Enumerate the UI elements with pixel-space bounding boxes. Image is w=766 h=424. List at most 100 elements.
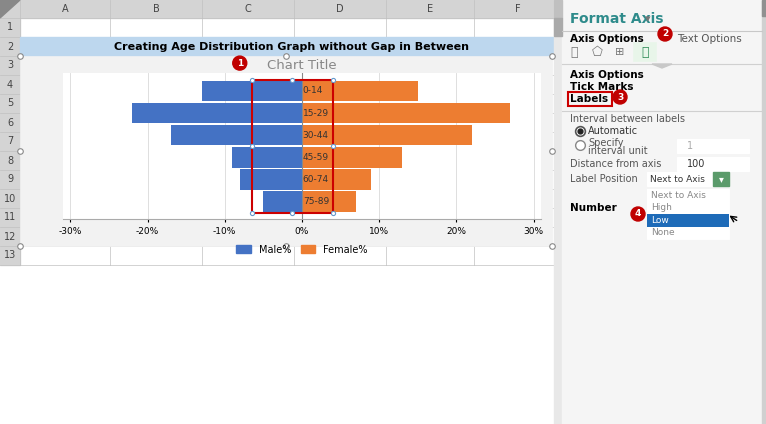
Text: 5: 5 [7, 98, 13, 109]
Text: 75-89: 75-89 [303, 197, 329, 206]
Circle shape [658, 27, 672, 41]
Text: 8: 8 [7, 156, 13, 165]
Bar [302, 192, 356, 212]
Bar [762, 0, 766, 424]
Text: ▾: ▾ [719, 174, 723, 184]
Text: Next to Axis: Next to Axis [651, 191, 706, 200]
Text: 📊: 📊 [641, 45, 649, 59]
Text: Axis Options: Axis Options [570, 34, 643, 44]
Text: 45-59: 45-59 [303, 153, 329, 162]
Text: Tick Marks: Tick Marks [570, 82, 633, 92]
Bar [0, 18, 20, 265]
Bar [0, 0, 562, 18]
Text: E: E [427, 4, 433, 14]
Text: D: D [336, 4, 344, 14]
Text: 9: 9 [7, 175, 13, 184]
Text: 15-29: 15-29 [303, 109, 329, 117]
Text: F: F [516, 4, 521, 14]
Text: Interval between labels: Interval between labels [570, 114, 685, 124]
Text: 3: 3 [7, 61, 13, 70]
Bar [20, 56, 552, 246]
Text: B: B [152, 4, 159, 14]
Text: 0-14: 0-14 [303, 86, 323, 95]
Text: C: C [244, 4, 251, 14]
Bar [232, 147, 302, 167]
Bar [554, 0, 562, 18]
Text: 30-44: 30-44 [303, 131, 329, 139]
Text: Specify: Specify [588, 138, 624, 148]
Text: Low: Low [651, 216, 669, 225]
Bar [302, 147, 402, 167]
Bar [264, 192, 302, 212]
Bar [171, 125, 302, 145]
Text: Format Axis: Format Axis [570, 12, 663, 26]
Bar [647, 172, 729, 186]
Text: ⊞: ⊞ [615, 47, 625, 57]
Title: Chart Title: Chart Title [267, 59, 337, 72]
Text: Axis Options: Axis Options [570, 70, 643, 80]
Text: 6: 6 [7, 117, 13, 128]
Text: 2: 2 [662, 30, 668, 39]
Text: Automatic: Automatic [588, 126, 638, 136]
Bar [647, 201, 729, 214]
Polygon shape [0, 0, 20, 18]
Bar [0, 0, 562, 424]
Bar [0, 0, 20, 18]
Bar [302, 81, 417, 101]
Bar [647, 189, 729, 239]
Circle shape [233, 56, 247, 70]
Text: Number: Number [570, 203, 617, 213]
Bar [554, 18, 562, 36]
Text: 60-74: 60-74 [303, 175, 329, 184]
Text: 13: 13 [4, 251, 16, 260]
Bar [241, 169, 302, 190]
Text: 12: 12 [4, 232, 16, 242]
Text: ∨: ∨ [629, 34, 635, 44]
Bar [302, 125, 472, 145]
Bar [20, 18, 562, 265]
Bar [201, 81, 302, 101]
Text: Labels: Labels [570, 94, 608, 104]
Text: 11: 11 [4, 212, 16, 223]
Text: 2: 2 [7, 42, 13, 51]
Text: Creating Age Distribution Graph without Gap in Between: Creating Age Distribution Graph without … [113, 42, 469, 51]
Text: ⬠: ⬠ [591, 45, 602, 59]
Text: ▾: ▾ [645, 14, 650, 24]
Text: 4: 4 [7, 80, 13, 89]
Bar [132, 103, 302, 123]
Bar [647, 214, 729, 226]
Text: 1: 1 [237, 59, 243, 67]
Text: 1: 1 [7, 22, 13, 33]
Text: 10: 10 [4, 193, 16, 204]
Bar [677, 139, 749, 153]
Bar [302, 169, 372, 190]
Bar [302, 103, 510, 123]
Text: 100: 100 [687, 159, 705, 169]
Bar [762, 0, 766, 16]
Text: 7: 7 [7, 137, 13, 147]
Bar [554, 0, 562, 424]
Text: 1: 1 [687, 141, 693, 151]
Text: None: None [651, 228, 675, 237]
Text: 🖊: 🖊 [570, 45, 578, 59]
Text: interval unit: interval unit [588, 146, 647, 156]
Legend: Male%, Female%: Male%, Female% [232, 241, 372, 259]
Text: 3: 3 [617, 92, 623, 101]
Bar [647, 189, 729, 201]
Text: Next to Axis: Next to Axis [650, 175, 705, 184]
Circle shape [613, 90, 627, 104]
Bar [647, 226, 729, 239]
Text: Text Options: Text Options [677, 34, 741, 44]
Text: A: A [62, 4, 68, 14]
Bar [562, 0, 766, 424]
Bar [634, 43, 656, 61]
Text: High: High [651, 203, 672, 212]
Text: Distance from axis: Distance from axis [570, 159, 661, 169]
Bar [677, 157, 749, 171]
Text: Label Position: Label Position [570, 174, 638, 184]
Bar [568, 92, 612, 106]
Bar [20, 37, 562, 56]
Circle shape [631, 207, 645, 221]
Bar [252, 80, 333, 213]
Bar [713, 172, 729, 186]
